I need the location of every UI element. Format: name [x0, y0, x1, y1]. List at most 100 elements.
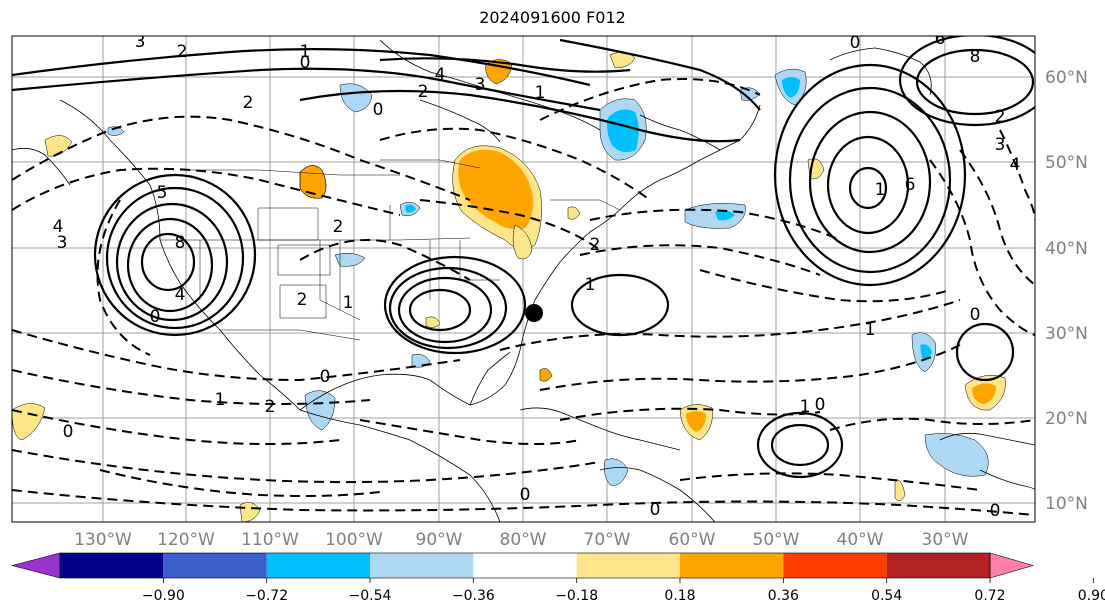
contour-label: 1 — [300, 42, 311, 62]
contour-label: 2 — [333, 217, 344, 237]
lat-label: 30°N — [1045, 324, 1088, 344]
colorbar-tick-label: −0.54 — [349, 588, 392, 604]
colorbar-tick-label: −0.36 — [452, 588, 495, 604]
colorbar-extend-high — [989, 552, 1035, 579]
colorbar-tick-label: 0.72 — [974, 588, 1005, 604]
lat-label: 20°N — [1045, 409, 1088, 429]
latitude-labels: 60°N 50°N 40°N 30°N 20°N 10°N — [1045, 68, 1088, 514]
contour-label: 3 — [475, 75, 486, 95]
colorbar-segment — [576, 553, 680, 578]
contour-label: 1 — [875, 180, 886, 200]
colorbar-segment — [886, 553, 990, 578]
colorbar-segment — [783, 553, 887, 578]
lon-label: 130°W — [74, 530, 132, 550]
lon-label: 80°W — [500, 530, 547, 550]
contour-label: 3 — [995, 135, 1006, 155]
contour-label: 0 — [520, 485, 531, 505]
solid-contours — [12, 36, 1035, 479]
contour-label: 3 — [57, 233, 68, 253]
location-marker — [525, 304, 543, 322]
contour-label: 2 — [177, 42, 188, 62]
contour-label: 0 — [320, 367, 331, 387]
colorbar-outline — [59, 552, 991, 579]
contour-label: 0 — [990, 501, 1001, 521]
contour-label: 0 — [150, 307, 161, 327]
colorbar-segment — [370, 553, 474, 578]
contour-label: 6 — [935, 29, 946, 49]
colorbar-labels: −0.90 −0.72 −0.54 −0.36 −0.18 0.18 0.36 0.54 0.7… — [142, 578, 1105, 604]
contour-label: 3 — [135, 32, 146, 52]
colorbar-segment — [266, 553, 370, 578]
contour-label: 1 — [343, 293, 354, 313]
lat-label: 10°N — [1045, 494, 1088, 514]
contour-label: 0 — [970, 305, 981, 325]
colorbar-segment — [473, 553, 577, 578]
longitude-labels: 130°W 120°W 110°W 100°W 90°W 80°W 70°W 60°W 50°W… — [74, 530, 969, 550]
contour-label: 0 — [300, 53, 311, 73]
contour-label: 2 — [590, 235, 601, 255]
colorbar-tick-label: −0.90 — [142, 588, 185, 604]
shade-africa-blue — [924, 433, 989, 477]
contour-label: 4 — [1010, 155, 1021, 175]
contour-label: 2 — [995, 107, 1006, 127]
contour-label: 2 — [418, 82, 429, 102]
coastlines — [12, 39, 1035, 522]
contour-label: 1 — [800, 397, 811, 417]
contour-label: 0 — [373, 100, 384, 120]
shade-ohio-yellow — [567, 206, 581, 220]
shade-east-atl-yellow — [894, 479, 906, 502]
lon-label: 90°W — [416, 530, 463, 550]
contour-label: 4 — [435, 65, 446, 85]
colorbar-segment — [680, 553, 784, 578]
contour-label: 1 — [865, 320, 876, 340]
contour-label: 4 — [53, 217, 64, 237]
colorbar-tick-label: −0.18 — [555, 588, 598, 604]
map-title: 2024091600 F012 — [479, 8, 626, 27]
lon-label: 120°W — [157, 530, 215, 550]
contour-label: 2 — [265, 397, 276, 417]
lat-label: 40°N — [1045, 239, 1088, 259]
contour-label: 0 — [850, 33, 861, 53]
colorbar-segment — [163, 553, 267, 578]
lat-label: 50°N — [1045, 153, 1088, 173]
contour-label: 2 — [243, 93, 254, 113]
lon-label: 70°W — [584, 530, 631, 550]
shade-pacific-yellow-nw — [44, 135, 73, 157]
shade-sa-blue — [603, 458, 629, 486]
contour-label: 0 — [815, 395, 826, 415]
colorbar-tick-label: 0.18 — [664, 588, 695, 604]
contour-label: 1 — [535, 83, 546, 103]
contour-label: 2 — [297, 290, 308, 310]
lon-label: 60°W — [669, 530, 716, 550]
shade-canada-blue — [339, 83, 373, 113]
shade-appalachian-yellow — [512, 224, 533, 260]
shade-bahamas-orange — [539, 368, 553, 382]
contour-label: 5 — [157, 183, 168, 203]
shade-gulf-yellow — [425, 316, 441, 328]
dashed-contours — [12, 78, 1035, 516]
lon-label: 30°W — [922, 530, 969, 550]
contour-label: 1 — [585, 275, 596, 295]
lon-label: 40°W — [837, 530, 884, 550]
lat-label: 60°N — [1045, 68, 1088, 88]
colorbar-tick-label: 0.90 — [1078, 588, 1105, 604]
shade-mexico-blue — [304, 390, 336, 431]
map-frame — [11, 35, 1036, 523]
colorbar-extend-low — [10, 552, 61, 579]
lon-label: 110°W — [241, 530, 299, 550]
lon-label: 50°W — [753, 530, 800, 550]
contour-label: 4 — [175, 285, 186, 305]
contour-label: 0 — [650, 500, 661, 520]
shade-plains-blue — [334, 252, 366, 267]
contour-label: 8 — [970, 47, 981, 67]
contour-label: 1 — [215, 390, 226, 410]
colorbar-tick-label: 0.54 — [871, 588, 902, 604]
contour-label: 0 — [63, 422, 74, 442]
shade-great-lakes-orange — [458, 149, 534, 230]
colorbar — [10, 552, 1035, 579]
colorbar-tick-label: −0.72 — [245, 588, 288, 604]
shade-newfoundland-blue — [684, 203, 746, 229]
contour-label: 8 — [175, 233, 186, 253]
